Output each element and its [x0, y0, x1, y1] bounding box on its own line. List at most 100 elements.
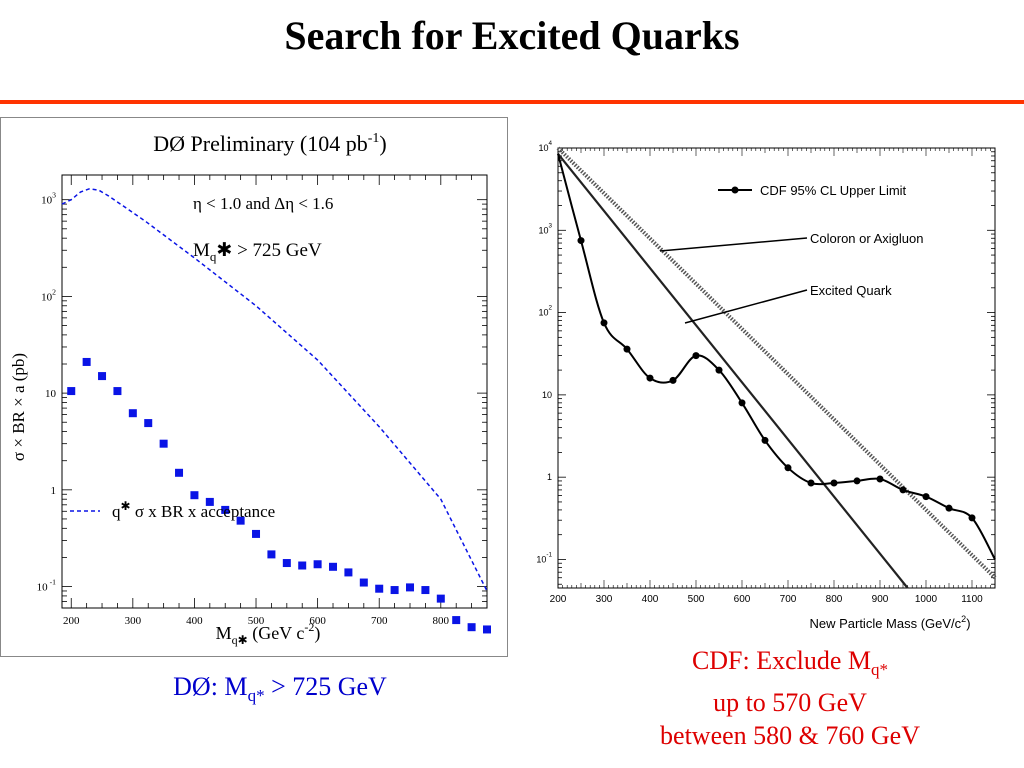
- d0-data-point: [113, 387, 122, 396]
- d0-data-point: [467, 623, 476, 632]
- d0-data-point: [67, 387, 76, 396]
- cdf-annotation-excited-quark: Excited Quark: [684, 283, 892, 324]
- cdf-x-axis-label: New Particle Mass (GeV/c2): [809, 614, 970, 631]
- cdf-pointer-coloron: [659, 237, 808, 252]
- d0-data-point: [452, 616, 461, 625]
- d0-signal-curve: [61, 187, 488, 592]
- cdf-limit-point: [899, 486, 907, 494]
- d0-data-point: [159, 439, 168, 448]
- cdf-limit-point: [669, 376, 677, 384]
- cdf-x-tick-labels: 200 300 400 500 600 700 800 900 1000 1100: [550, 594, 984, 605]
- d0-y-tick-label: 102: [41, 287, 56, 303]
- d0-plot-frame: [61, 174, 488, 609]
- d0-x-tick-label: 400: [186, 615, 203, 627]
- d0-x-tick-label: 300: [125, 615, 142, 627]
- cdf-caption-line-3: between 580 & 760 GeV: [660, 721, 920, 751]
- d0-legend-label: q✱ σ x BR x acceptance: [112, 499, 275, 521]
- cdf-limit-point: [876, 475, 884, 483]
- cdf-limit-point: [600, 319, 608, 327]
- cdf-y-tick-label: 1: [547, 472, 552, 482]
- d0-y-axis-label: σ × BR × a (pb): [9, 353, 28, 461]
- cdf-y-tick-label: 102: [538, 305, 552, 318]
- cdf-y-tick-label: 103: [538, 222, 552, 235]
- d0-chart-panel: DØ Preliminary (104 pb-1) 103 102 10 1 10 -1…: [0, 117, 508, 657]
- d0-data-point: [144, 419, 153, 428]
- cdf-pointer-excited-quark: [684, 289, 808, 324]
- cdf-limit-point: [646, 374, 654, 382]
- cdf-limit-point: [715, 366, 723, 374]
- slide-title: Search for Excited Quarks: [284, 13, 740, 58]
- cdf-result-caption: CDF: Exclude Mq* up to 570 GeV between 5…: [580, 644, 1000, 752]
- cdf-y-tick-label: 10: [542, 390, 552, 400]
- d0-data-point: [436, 594, 445, 603]
- cdf-x-tick-label: 500: [688, 594, 705, 605]
- d0-caption-prefix: DØ: M: [173, 672, 248, 701]
- cdf-legend-label: CDF 95% CL Upper Limit: [760, 183, 907, 198]
- d0-result-caption: DØ: Mq* > 725 GeV: [70, 670, 490, 712]
- d0-data-point: [82, 357, 91, 366]
- d0-data-point: [375, 584, 384, 593]
- cdf-limit-point: [807, 479, 815, 487]
- cdf-x-tick-label: 200: [550, 594, 567, 605]
- d0-data-point: [483, 625, 491, 634]
- d0-x-axis-label: Mq✱ (GeV c-2): [216, 620, 321, 647]
- cdf-limit-point: [577, 237, 585, 245]
- cdf-limit-point: [692, 352, 700, 360]
- d0-x-tick-labels: 200 300 400 500 600 700 800: [63, 615, 450, 627]
- d0-data-point: [359, 578, 368, 587]
- cdf-limit-point: [853, 477, 861, 485]
- title-divider: [0, 100, 1024, 104]
- cdf-caption-line-1: CDF: Exclude Mq*: [691, 646, 889, 680]
- d0-data-point: [267, 550, 276, 559]
- cdf-annotation-coloron-label: Coloron or Axigluon: [810, 231, 923, 246]
- d0-data-point: [252, 529, 261, 538]
- d0-x-tick-label: 700: [371, 615, 388, 627]
- d0-limit-points: [67, 357, 491, 634]
- d0-y-tick-label: 1: [51, 485, 57, 497]
- d0-data-point: [221, 505, 230, 514]
- cdf-y-tick-label: 104: [538, 140, 552, 153]
- d0-data-point: [344, 568, 353, 577]
- d0-x-tick-label: 500: [248, 615, 265, 627]
- cdf-excited-quark-line: [557, 153, 909, 589]
- d0-data-point: [98, 372, 107, 381]
- cdf-x-tick-label: 1000: [915, 594, 938, 605]
- cdf-x-tick-label: 900: [872, 594, 889, 605]
- cdf-caption-line-2: up to 570 GeV: [713, 688, 867, 718]
- cdf-limit-point: [738, 399, 746, 407]
- cdf-x-tick-label: 400: [642, 594, 659, 605]
- cdf-plot-frame: [557, 147, 996, 589]
- cdf-legend: CDF 95% CL Upper Limit: [718, 183, 907, 198]
- d0-data-point: [236, 516, 245, 525]
- d0-data-point: [421, 586, 430, 595]
- d0-y-tick-label: 10: [45, 388, 57, 400]
- cdf-x-tick-label: 1100: [961, 594, 983, 605]
- d0-x-tick-label: 800: [433, 615, 450, 627]
- d0-axes-box: [61, 174, 488, 609]
- d0-curve-line: [61, 187, 488, 592]
- cdf-y-tick-label: 10-1: [536, 551, 552, 564]
- d0-legend: q✱ σ x BR x acceptance: [70, 499, 275, 521]
- d0-data-point: [282, 559, 291, 568]
- cdf-limit-point: [968, 514, 976, 522]
- d0-data-point: [329, 562, 338, 571]
- cdf-limit-point: [761, 436, 769, 444]
- d0-mass-limit-annotation: Mq✱ > 725 GeV: [193, 240, 322, 264]
- d0-data-point: [298, 561, 307, 570]
- cdf-limit-point: [922, 493, 930, 501]
- cdf-x-tick-label: 600: [734, 594, 751, 605]
- d0-data-point: [390, 586, 399, 595]
- d0-data-point: [128, 409, 137, 418]
- cdf-limit-point: [623, 345, 631, 353]
- cdf-x-tick-label: 700: [780, 594, 797, 605]
- cdf-chart-panel: 104 103 102 10 1 10-1 200 300 400 500 600 700 800 90…: [510, 128, 1010, 638]
- d0-y-tick-label: 103: [41, 191, 56, 207]
- d0-cuts-annotation: η < 1.0 and Δη < 1.6: [193, 194, 333, 213]
- cdf-legend-marker: [731, 186, 739, 194]
- d0-caption-suffix: > 725 GeV: [264, 672, 387, 701]
- d0-y-tick-label: 10 -1: [37, 578, 56, 594]
